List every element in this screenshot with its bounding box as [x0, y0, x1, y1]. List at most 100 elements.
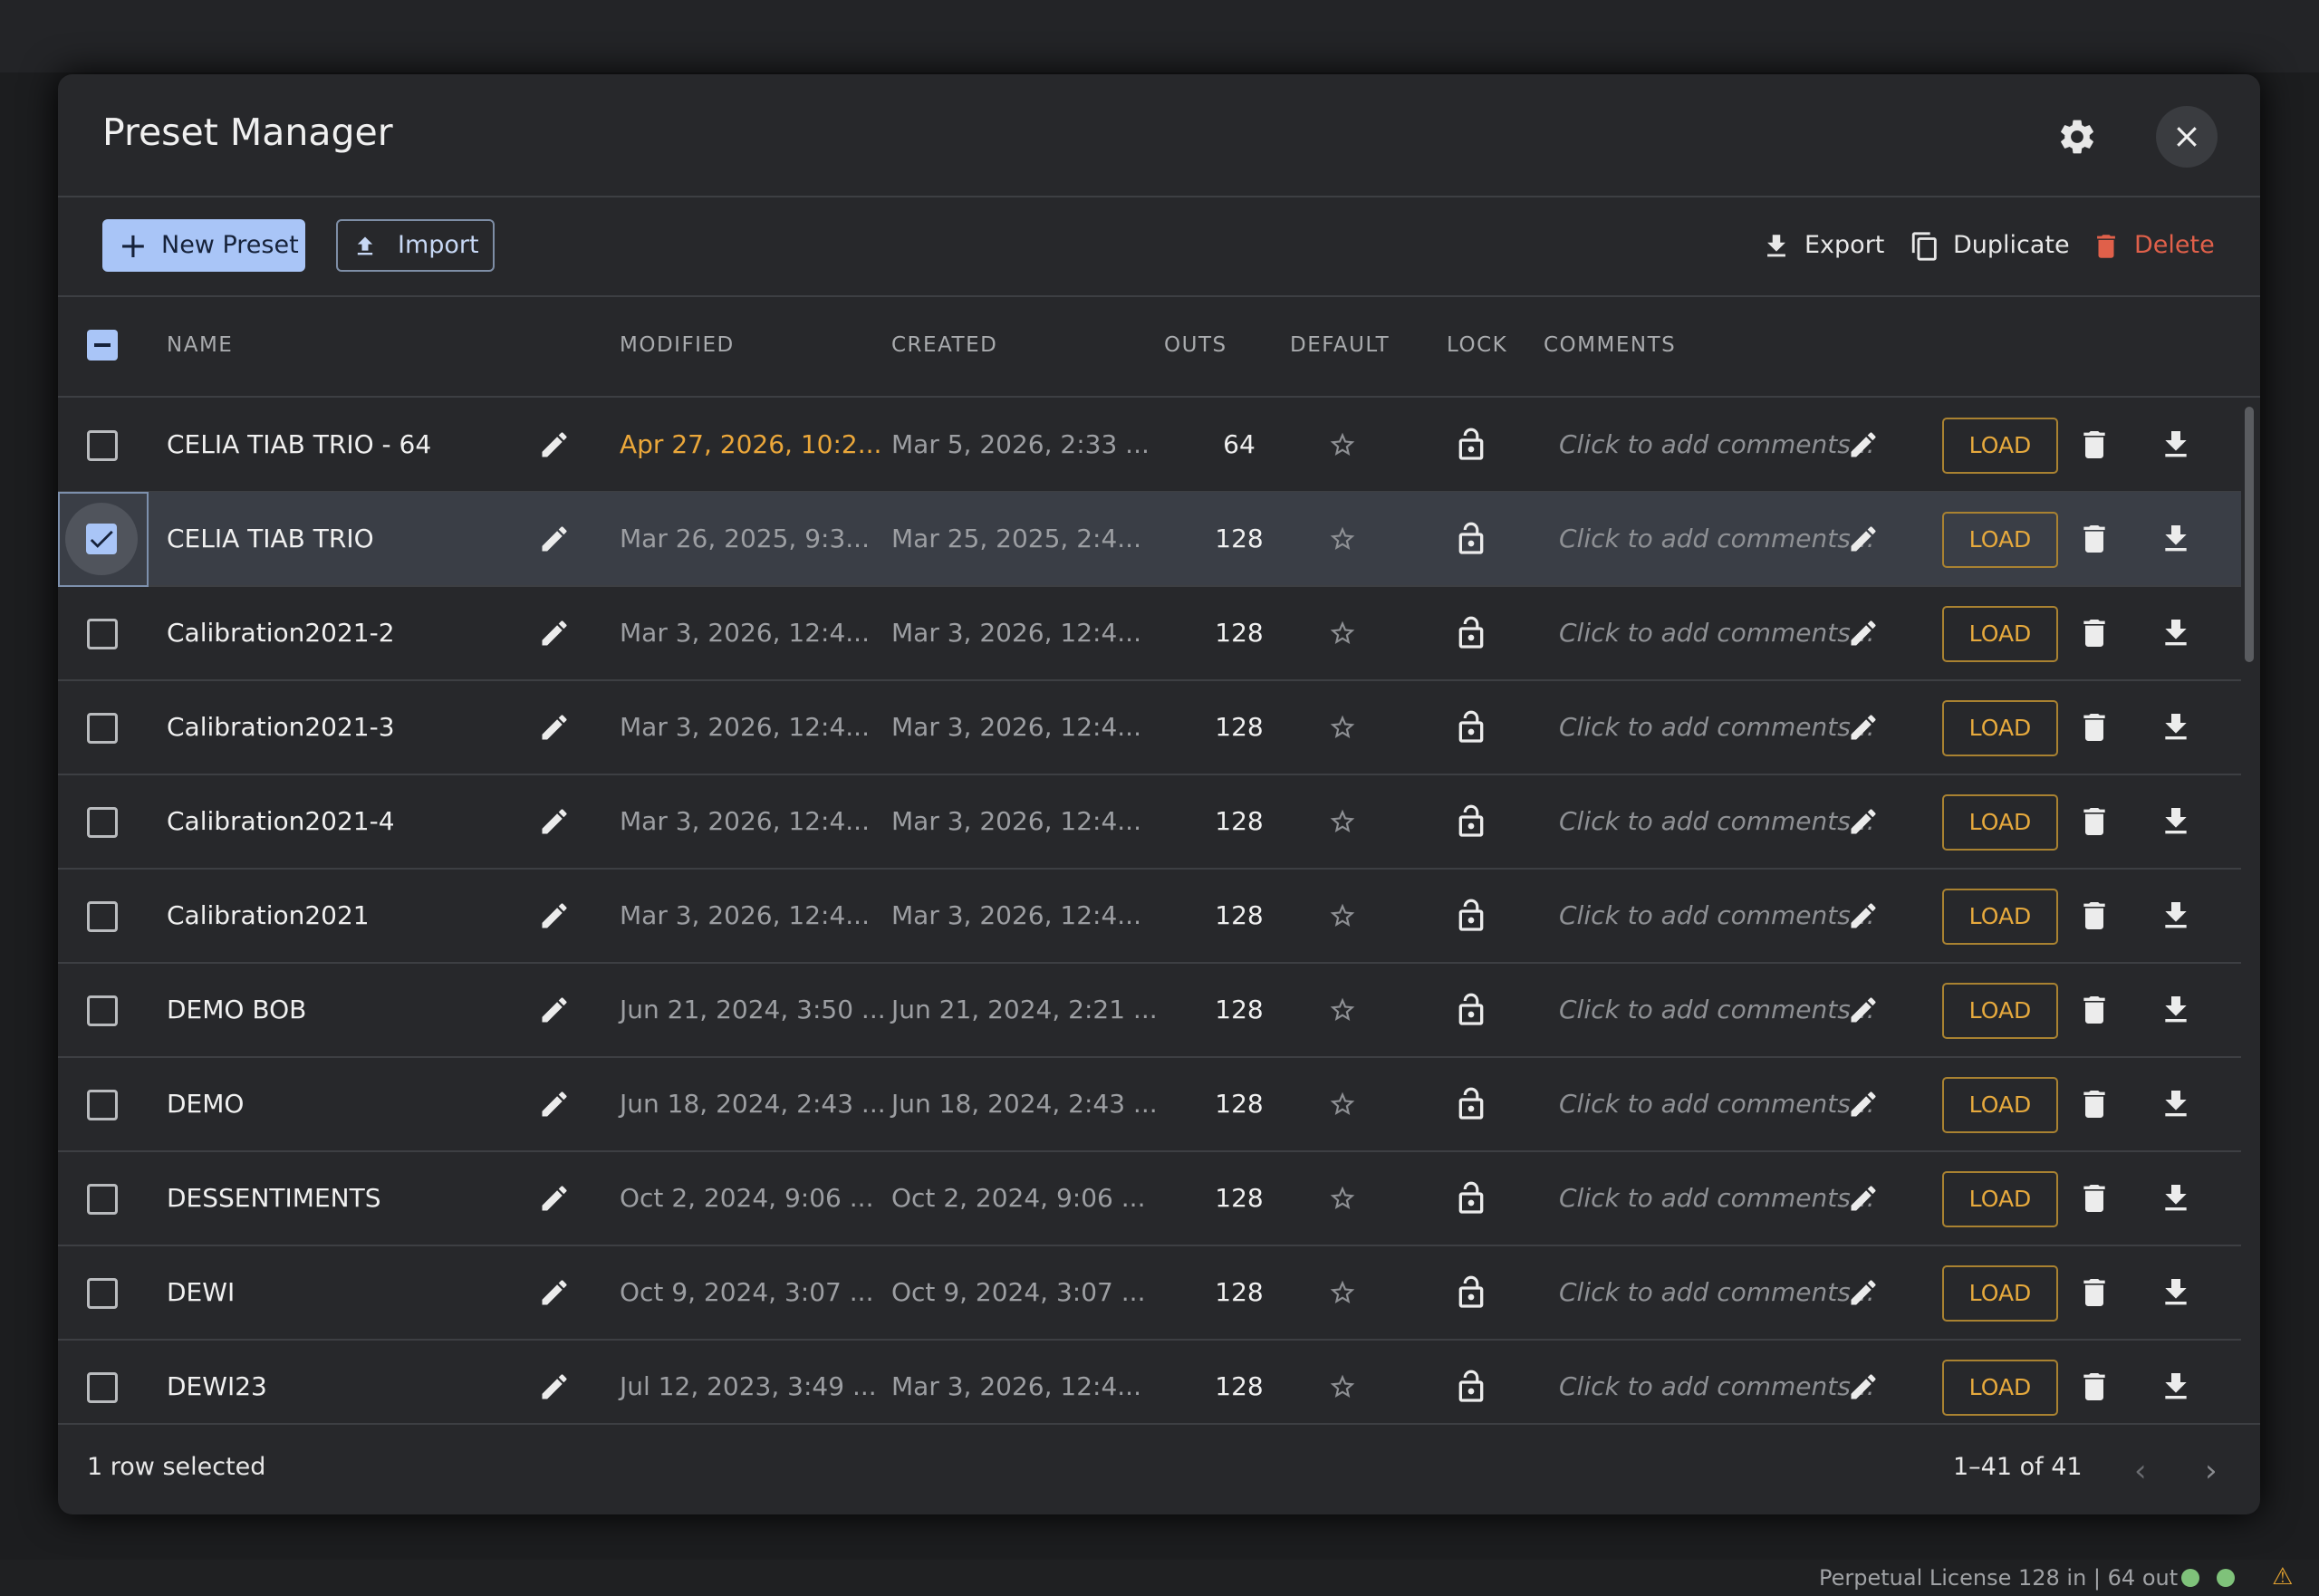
lock-icon[interactable] — [1453, 1086, 1489, 1122]
default-star[interactable] — [1328, 995, 1357, 1024]
table-row[interactable]: Calibration2021-2 Mar 3, 2026, 12:4... Mar… — [58, 586, 2241, 681]
lock-icon[interactable] — [1453, 1180, 1489, 1216]
row-checkbox[interactable] — [87, 1090, 118, 1120]
table-row[interactable]: Calibration2021-3 Mar 3, 2026, 12:4... Mar… — [58, 680, 2241, 775]
lock-icon[interactable] — [1453, 709, 1489, 745]
new-preset-button[interactable]: + New Preset — [102, 219, 305, 272]
settings-button[interactable] — [2056, 116, 2098, 158]
comments[interactable]: Click to add comments... — [1559, 900, 1875, 930]
column-header[interactable]: CREATED — [891, 333, 998, 357]
download-icon[interactable] — [2158, 521, 2194, 557]
comments[interactable]: Click to add comments... — [1559, 618, 1875, 648]
default-star[interactable] — [1328, 524, 1357, 553]
import-button[interactable]: Import — [336, 219, 495, 272]
delete-row-icon[interactable] — [2076, 709, 2112, 745]
lock-icon[interactable] — [1453, 1274, 1489, 1311]
comments[interactable]: Click to add comments... — [1559, 429, 1875, 459]
rename-icon[interactable] — [538, 428, 571, 461]
rename-icon[interactable] — [538, 899, 571, 932]
load-button[interactable]: LOAD — [1942, 700, 2058, 756]
edit-comment-icon[interactable] — [1847, 428, 1880, 461]
download-icon[interactable] — [2158, 1086, 2194, 1122]
default-star[interactable] — [1328, 1090, 1357, 1119]
rename-icon[interactable] — [538, 523, 571, 555]
edit-comment-icon[interactable] — [1847, 805, 1880, 838]
select-all-checkbox[interactable] — [87, 330, 118, 361]
prev-page[interactable]: ‹ — [2134, 1453, 2147, 1489]
lock-icon[interactable] — [1453, 615, 1489, 651]
rename-icon[interactable] — [538, 1276, 571, 1309]
download-icon[interactable] — [2158, 803, 2194, 840]
comments[interactable]: Click to add comments... — [1559, 1277, 1875, 1307]
rename-icon[interactable] — [538, 1088, 571, 1120]
column-header[interactable]: LOCK — [1447, 333, 1508, 357]
lock-icon[interactable] — [1453, 898, 1489, 934]
download-icon[interactable] — [2158, 1180, 2194, 1216]
delete-row-icon[interactable] — [2076, 1274, 2112, 1311]
delete-button[interactable]: Delete — [2091, 219, 2215, 272]
row-checkbox[interactable] — [87, 1184, 118, 1215]
lock-icon[interactable] — [1453, 521, 1489, 557]
duplicate-button[interactable]: Duplicate — [1910, 219, 2070, 272]
default-star[interactable] — [1328, 1278, 1357, 1307]
rename-icon[interactable] — [538, 617, 571, 649]
load-button[interactable]: LOAD — [1942, 889, 2058, 945]
delete-row-icon[interactable] — [2076, 1180, 2112, 1216]
load-button[interactable]: LOAD — [1942, 1171, 2058, 1227]
lock-icon[interactable] — [1453, 1369, 1489, 1405]
comments[interactable]: Click to add comments... — [1559, 995, 1875, 1024]
column-header[interactable]: DEFAULT — [1290, 333, 1390, 357]
load-button[interactable]: LOAD — [1942, 1265, 2058, 1322]
row-checkbox[interactable] — [87, 807, 118, 838]
row-checkbox[interactable] — [87, 619, 118, 649]
close-button[interactable] — [2156, 106, 2218, 168]
download-icon[interactable] — [2158, 615, 2194, 651]
load-button[interactable]: LOAD — [1942, 418, 2058, 474]
column-header[interactable]: NAME — [167, 333, 234, 357]
default-star[interactable] — [1328, 1184, 1357, 1213]
comments[interactable]: Click to add comments... — [1559, 524, 1875, 553]
delete-row-icon[interactable] — [2076, 898, 2112, 934]
comments[interactable]: Click to add comments... — [1559, 806, 1875, 836]
load-button[interactable]: LOAD — [1942, 512, 2058, 568]
lock-icon[interactable] — [1453, 992, 1489, 1028]
edit-comment-icon[interactable] — [1847, 711, 1880, 744]
table-row[interactable]: CELIA TIAB TRIO Mar 26, 2025, 9:3... Mar 2… — [58, 492, 2241, 587]
load-button[interactable]: LOAD — [1942, 794, 2058, 851]
load-button[interactable]: LOAD — [1942, 606, 2058, 662]
table-row[interactable]: DEMO Jun 18, 2024, 2:43 ... Jun 18, 2024, … — [58, 1057, 2241, 1152]
default-star[interactable] — [1328, 619, 1357, 648]
table-row[interactable]: DEWI Oct 9, 2024, 3:07 ... Oct 9, 2024, 3:… — [58, 1245, 2241, 1341]
edit-comment-icon[interactable] — [1847, 994, 1880, 1026]
default-star[interactable] — [1328, 901, 1357, 930]
default-star[interactable] — [1328, 807, 1357, 836]
edit-comment-icon[interactable] — [1847, 1276, 1880, 1309]
table-row[interactable]: Calibration2021-4 Mar 3, 2026, 12:4... Mar… — [58, 774, 2241, 870]
delete-row-icon[interactable] — [2076, 427, 2112, 463]
comments[interactable]: Click to add comments... — [1559, 1089, 1875, 1119]
comments[interactable]: Click to add comments... — [1559, 712, 1875, 742]
next-page[interactable]: › — [2205, 1453, 2218, 1489]
download-icon[interactable] — [2158, 1369, 2194, 1405]
default-star[interactable] — [1328, 713, 1357, 742]
row-checkbox[interactable] — [87, 995, 118, 1026]
delete-row-icon[interactable] — [2076, 992, 2112, 1028]
load-button[interactable]: LOAD — [1942, 983, 2058, 1039]
load-button[interactable]: LOAD — [1942, 1360, 2058, 1416]
delete-row-icon[interactable] — [2076, 1086, 2112, 1122]
download-icon[interactable] — [2158, 992, 2194, 1028]
edit-comment-icon[interactable] — [1847, 617, 1880, 649]
table-row[interactable]: DESSENTIMENTS Oct 2, 2024, 9:06 ... Oct 2,… — [58, 1151, 2241, 1246]
delete-row-icon[interactable] — [2076, 803, 2112, 840]
table-row[interactable]: CELIA TIAB TRIO - 64 Apr 27, 2026, 10:2..… — [58, 398, 2241, 493]
edit-comment-icon[interactable] — [1847, 1370, 1880, 1403]
delete-row-icon[interactable] — [2076, 1369, 2112, 1405]
row-checkbox[interactable] — [87, 1372, 118, 1403]
column-header[interactable]: OUTS — [1164, 333, 1227, 357]
default-star[interactable] — [1328, 1372, 1357, 1401]
table-row[interactable]: DEMO BOB Jun 21, 2024, 3:50 ... Jun 21, 20… — [58, 963, 2241, 1058]
rename-icon[interactable] — [538, 805, 571, 838]
download-icon[interactable] — [2158, 427, 2194, 463]
row-checkbox[interactable] — [87, 901, 118, 932]
download-icon[interactable] — [2158, 898, 2194, 934]
